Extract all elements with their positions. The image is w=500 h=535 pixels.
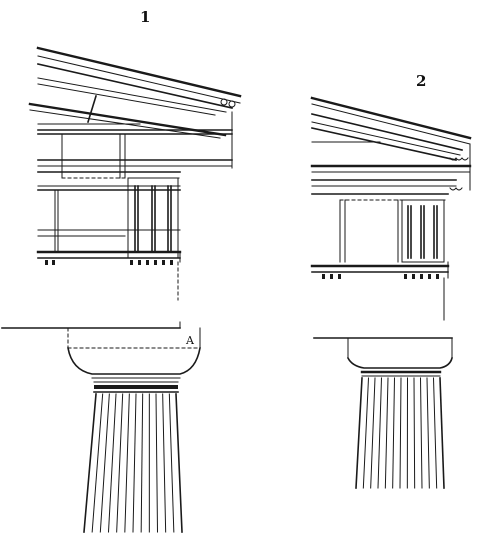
column-flute-line [91,393,104,533]
column-flute-line [362,377,370,489]
column-flute-line [355,377,363,489]
column-flute-line [132,393,137,533]
figure-2-entablature [310,96,472,321]
column-flute-line [116,393,124,533]
column-flute-line [413,377,416,489]
column-flute-line [107,393,117,533]
marker-a: A [185,334,195,347]
column-flute-line [392,377,396,489]
figure-1-number: 1 [140,8,151,26]
column-flute-line [377,377,383,489]
column-flute-line [175,393,183,533]
column-flute-line [83,393,97,533]
column-flute-line [162,393,167,533]
column-flute-line [140,393,144,533]
column-flute-line [99,393,110,533]
column-flute-line [384,377,389,489]
column-flute-line [124,393,130,533]
column-flute-line [432,377,438,489]
figure-2-column-shaft [355,377,445,489]
column-flute-line [439,377,445,489]
column-flute-line [426,377,430,489]
figure-2-number: 2 [416,72,427,90]
figure-1-entablature [28,46,242,301]
figure-1-column-shaft [83,393,183,533]
figure-1-capital [1,321,201,393]
column-flute-line [399,377,402,489]
figure-2-capital [313,337,453,377]
column-flute-line [168,393,175,533]
column-flute-line [155,393,159,533]
column-flute-line [419,377,423,489]
column-flute-line [370,377,376,489]
